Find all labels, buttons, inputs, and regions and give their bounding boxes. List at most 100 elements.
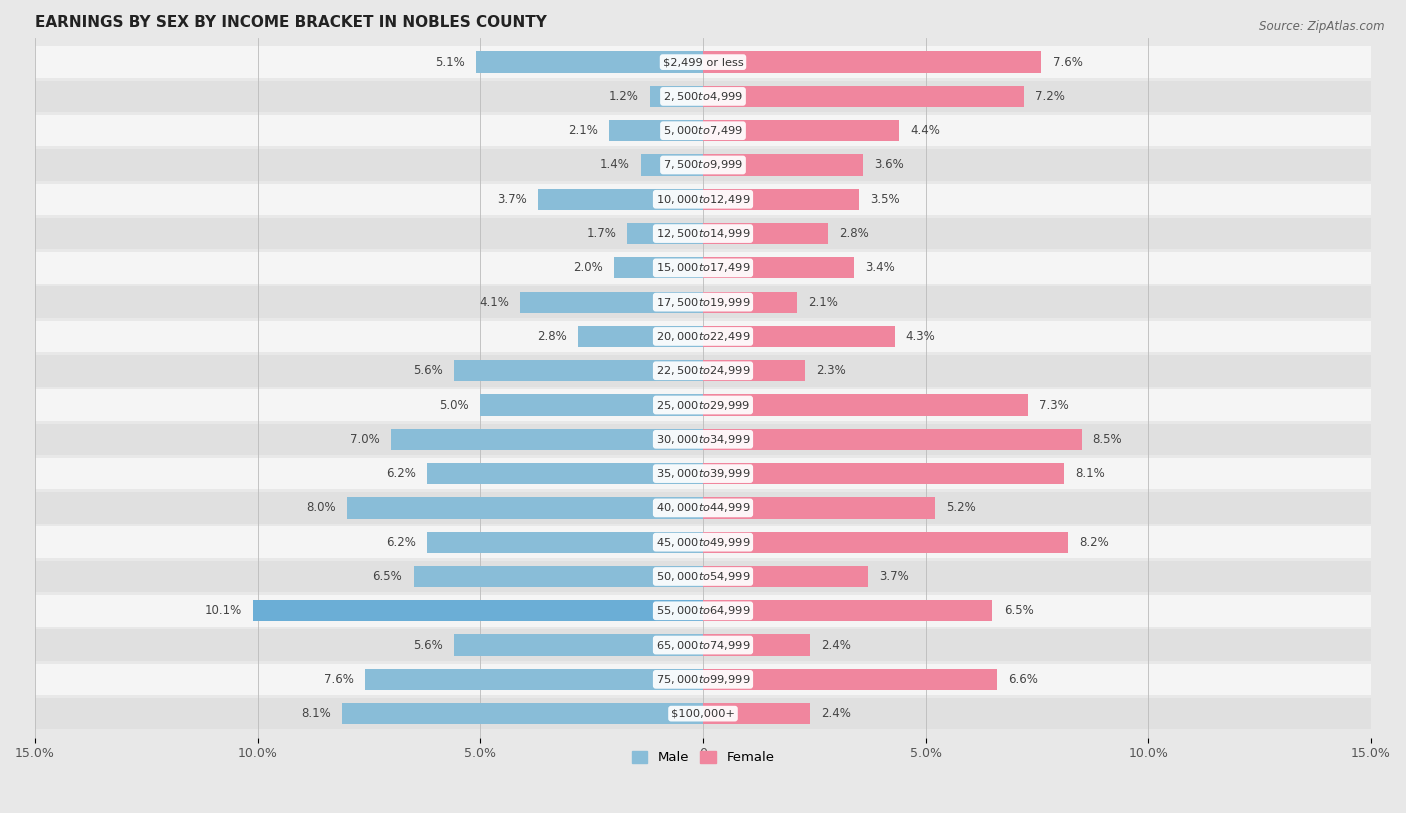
Bar — [703, 566, 868, 587]
Bar — [475, 51, 703, 72]
Text: Source: ZipAtlas.com: Source: ZipAtlas.com — [1260, 20, 1385, 33]
Bar — [703, 154, 863, 176]
Text: 8.0%: 8.0% — [307, 502, 336, 515]
Text: 3.5%: 3.5% — [870, 193, 900, 206]
Text: $2,500 to $4,999: $2,500 to $4,999 — [664, 90, 742, 103]
Bar — [35, 424, 1371, 455]
Bar — [35, 320, 1371, 352]
Text: 5.1%: 5.1% — [434, 55, 465, 68]
Bar — [35, 286, 1371, 318]
Text: $22,500 to $24,999: $22,500 to $24,999 — [655, 364, 751, 377]
Bar — [703, 223, 828, 244]
Text: $20,000 to $22,499: $20,000 to $22,499 — [655, 330, 751, 343]
Bar — [35, 492, 1371, 524]
Bar — [703, 428, 1081, 450]
Text: $55,000 to $64,999: $55,000 to $64,999 — [655, 604, 751, 617]
Text: EARNINGS BY SEX BY INCOME BRACKET IN NOBLES COUNTY: EARNINGS BY SEX BY INCOME BRACKET IN NOB… — [35, 15, 547, 30]
Text: 3.7%: 3.7% — [879, 570, 908, 583]
Bar — [641, 154, 703, 176]
Text: 6.2%: 6.2% — [385, 536, 416, 549]
Text: 2.1%: 2.1% — [807, 296, 838, 309]
Text: 8.5%: 8.5% — [1092, 433, 1122, 446]
Text: 1.7%: 1.7% — [586, 227, 616, 240]
Text: 7.6%: 7.6% — [1053, 55, 1083, 68]
Text: $100,000+: $100,000+ — [671, 709, 735, 719]
Text: 2.1%: 2.1% — [568, 124, 599, 137]
Text: 1.4%: 1.4% — [599, 159, 630, 172]
Bar — [35, 458, 1371, 489]
Text: $35,000 to $39,999: $35,000 to $39,999 — [655, 467, 751, 480]
Bar — [520, 292, 703, 313]
Text: $30,000 to $34,999: $30,000 to $34,999 — [655, 433, 751, 446]
Bar — [35, 389, 1371, 421]
Text: 6.6%: 6.6% — [1008, 673, 1038, 686]
Legend: Male, Female: Male, Female — [626, 746, 780, 770]
Text: $5,000 to $7,499: $5,000 to $7,499 — [664, 124, 742, 137]
Bar — [35, 80, 1371, 112]
Bar — [35, 526, 1371, 558]
Text: 2.4%: 2.4% — [821, 707, 851, 720]
Bar — [35, 698, 1371, 729]
Text: 10.1%: 10.1% — [205, 604, 242, 617]
Text: $15,000 to $17,499: $15,000 to $17,499 — [655, 261, 751, 274]
Bar — [35, 115, 1371, 146]
Text: $65,000 to $74,999: $65,000 to $74,999 — [655, 638, 751, 651]
Bar — [703, 189, 859, 210]
Text: 7.3%: 7.3% — [1039, 398, 1069, 411]
Text: 2.8%: 2.8% — [537, 330, 567, 343]
Bar — [35, 252, 1371, 284]
Bar — [627, 223, 703, 244]
Bar — [703, 360, 806, 381]
Bar — [703, 326, 894, 347]
Text: 4.1%: 4.1% — [479, 296, 509, 309]
Bar — [578, 326, 703, 347]
Bar — [703, 51, 1042, 72]
Bar — [703, 463, 1064, 485]
Bar — [347, 498, 703, 519]
Bar — [253, 600, 703, 621]
Text: 5.0%: 5.0% — [440, 398, 470, 411]
Text: $50,000 to $54,999: $50,000 to $54,999 — [655, 570, 751, 583]
Text: 2.4%: 2.4% — [821, 638, 851, 651]
Bar — [35, 184, 1371, 215]
Text: 8.1%: 8.1% — [1076, 467, 1105, 480]
Bar — [454, 360, 703, 381]
Bar — [35, 595, 1371, 627]
Text: $12,500 to $14,999: $12,500 to $14,999 — [655, 227, 751, 240]
Bar — [703, 257, 855, 279]
Bar — [35, 46, 1371, 78]
Text: 5.2%: 5.2% — [946, 502, 976, 515]
Bar — [703, 394, 1028, 415]
Text: 3.4%: 3.4% — [866, 261, 896, 274]
Text: 1.2%: 1.2% — [609, 90, 638, 103]
Text: $7,500 to $9,999: $7,500 to $9,999 — [664, 159, 742, 172]
Bar — [342, 703, 703, 724]
Bar — [35, 218, 1371, 250]
Text: $2,499 or less: $2,499 or less — [662, 57, 744, 67]
Text: 7.6%: 7.6% — [323, 673, 353, 686]
Text: 2.8%: 2.8% — [839, 227, 869, 240]
Bar — [364, 669, 703, 690]
Text: $10,000 to $12,499: $10,000 to $12,499 — [655, 193, 751, 206]
Text: $17,500 to $19,999: $17,500 to $19,999 — [655, 296, 751, 309]
Bar — [35, 561, 1371, 592]
Bar — [609, 120, 703, 141]
Bar — [35, 629, 1371, 661]
Text: 5.6%: 5.6% — [413, 638, 443, 651]
Text: 6.5%: 6.5% — [1004, 604, 1033, 617]
Text: 8.1%: 8.1% — [301, 707, 330, 720]
Bar — [703, 669, 997, 690]
Text: 3.7%: 3.7% — [498, 193, 527, 206]
Bar — [650, 86, 703, 107]
Bar — [703, 120, 898, 141]
Bar — [703, 703, 810, 724]
Text: 6.2%: 6.2% — [385, 467, 416, 480]
Bar — [703, 600, 993, 621]
Text: $45,000 to $49,999: $45,000 to $49,999 — [655, 536, 751, 549]
Bar — [538, 189, 703, 210]
Bar — [35, 150, 1371, 180]
Bar — [35, 355, 1371, 386]
Bar — [481, 394, 703, 415]
Text: $40,000 to $44,999: $40,000 to $44,999 — [655, 502, 751, 515]
Text: 7.2%: 7.2% — [1035, 90, 1064, 103]
